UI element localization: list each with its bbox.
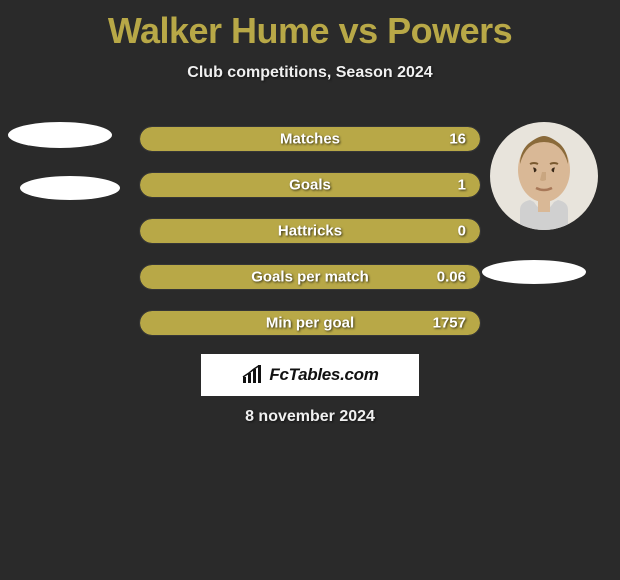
stat-value: 1757 (433, 315, 466, 332)
page-title: Walker Hume vs Powers (0, 0, 620, 52)
stat-bar-hattricks: Hattricks 0 (139, 218, 481, 244)
subtitle: Club competitions, Season 2024 (0, 64, 620, 82)
date-text: 8 november 2024 (245, 408, 375, 426)
stat-value: 0.06 (437, 269, 466, 286)
chart-bars-icon (241, 365, 267, 385)
stat-bar-min-per-goal: Min per goal 1757 (139, 310, 481, 336)
stat-label: Matches (280, 131, 340, 148)
stat-bar-goals-per-match: Goals per match 0.06 (139, 264, 481, 290)
stats-bars: Matches 16 Goals 1 Hattricks 0 Goals per… (139, 126, 481, 356)
logo-text: FcTables.com (269, 365, 378, 385)
avatar (490, 122, 598, 230)
stat-value: 1 (458, 177, 466, 194)
right-ellipse (482, 260, 586, 284)
left-ellipse-1 (8, 122, 112, 148)
avatar-face-icon (490, 122, 598, 230)
stat-bar-matches: Matches 16 (139, 126, 481, 152)
stat-label: Min per goal (266, 315, 354, 332)
stat-bar-goals: Goals 1 (139, 172, 481, 198)
left-placeholder-group (8, 122, 120, 200)
stat-label: Hattricks (278, 223, 342, 240)
right-player-group (490, 122, 598, 284)
left-ellipse-2 (20, 176, 120, 200)
stat-label: Goals per match (251, 269, 369, 286)
fctables-logo: FcTables.com (201, 354, 419, 396)
stat-label: Goals (289, 177, 331, 194)
stat-value: 16 (449, 131, 466, 148)
stat-value: 0 (458, 223, 466, 240)
